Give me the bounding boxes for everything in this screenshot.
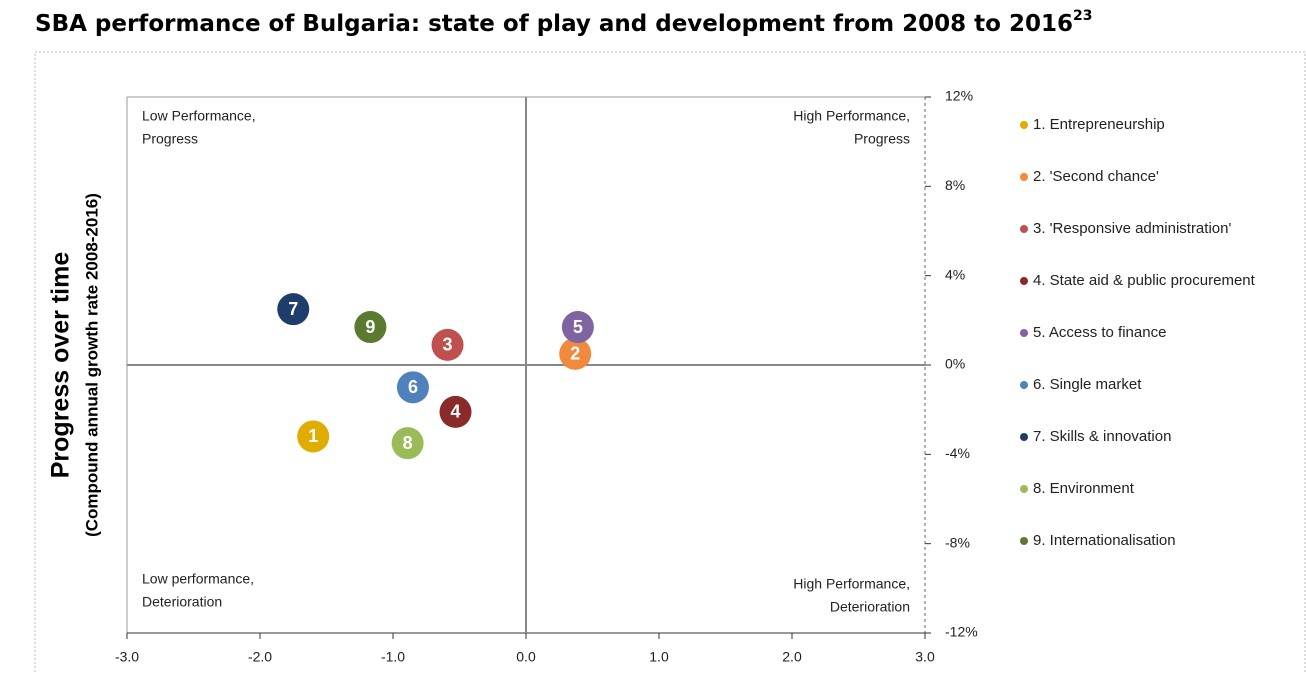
x-tick-label: -3.0 — [115, 649, 139, 665]
chart-title: SBA performance of Bulgaria: state of pl… — [35, 8, 1092, 37]
legend-label: 4. State aid & public procurement — [1033, 272, 1256, 289]
x-tick-label: -1.0 — [381, 649, 405, 665]
x-tick-label: -2.0 — [248, 649, 272, 665]
legend-marker — [1020, 225, 1028, 233]
quadrant-label: Deterioration — [142, 594, 222, 610]
point-label: 3 — [443, 335, 453, 355]
point — [277, 293, 310, 326]
x-tick-label: 2.0 — [782, 649, 802, 665]
point — [396, 371, 429, 404]
x-tick-label: 0.0 — [516, 649, 536, 665]
point-label: 2 — [570, 344, 580, 364]
legend-marker — [1020, 381, 1028, 389]
legend-label: 8. Environment — [1033, 480, 1135, 497]
point-label: 1 — [308, 426, 318, 446]
point — [559, 337, 592, 370]
legend-label: 5. Access to finance — [1033, 324, 1166, 341]
point-label: 5 — [573, 317, 583, 337]
quadrant-label: Deterioration — [830, 599, 910, 615]
point — [297, 420, 330, 453]
x-tick-label: 1.0 — [649, 649, 669, 665]
quadrant-label: Progress — [142, 131, 198, 147]
chart-frame — [34, 51, 1306, 673]
legend-marker — [1020, 121, 1028, 129]
y-tick-label: -8% — [945, 534, 970, 550]
quadrant-label: High Performance, — [793, 108, 910, 124]
title-footnote: 23 — [1073, 8, 1092, 24]
legend-label: 1. Entrepreneurship — [1033, 116, 1165, 133]
y-axis-title: Progress over time — [47, 252, 75, 479]
point-label: 6 — [408, 377, 418, 397]
x-tick-label: 3.0 — [915, 649, 935, 665]
legend-label: 9. Internationalisation — [1033, 532, 1176, 549]
point — [561, 311, 594, 344]
point-label: 4 — [451, 402, 461, 422]
legend-marker — [1020, 173, 1028, 181]
quadrant-label: Low Performance, — [142, 108, 256, 124]
legend-marker — [1020, 433, 1028, 441]
legend-marker — [1020, 277, 1028, 285]
title-text: SBA performance of Bulgaria: state of pl… — [35, 11, 1073, 37]
y-tick-label: 4% — [945, 266, 965, 282]
legend-label: 2. 'Second chance' — [1033, 168, 1159, 185]
legend-marker — [1020, 329, 1028, 337]
legend-label: 7. Skills & innovation — [1033, 428, 1171, 445]
quadrant-label: Progress — [854, 131, 910, 147]
y-axis-subtitle: (Compound annual growth rate 2008-2016) — [82, 193, 101, 537]
legend-marker — [1020, 485, 1028, 493]
point-label: 9 — [365, 317, 375, 337]
y-tick-label: 8% — [945, 177, 965, 193]
quadrant-label: High Performance, — [793, 576, 910, 592]
legend-label: 6. Single market — [1033, 376, 1142, 393]
y-tick-label: 0% — [945, 356, 965, 372]
y-tick-label: 12% — [945, 88, 973, 104]
y-tick-label: -12% — [945, 624, 978, 640]
point — [391, 427, 424, 460]
quadrant-label: Low performance, — [142, 571, 254, 587]
point — [431, 328, 464, 361]
legend-label: 3. 'Responsive administration' — [1033, 220, 1231, 237]
point — [439, 395, 472, 428]
legend-marker — [1020, 537, 1028, 545]
y-tick-label: -4% — [945, 445, 970, 461]
point-label: 7 — [288, 299, 298, 319]
point — [354, 311, 387, 344]
point-label: 8 — [403, 433, 413, 453]
